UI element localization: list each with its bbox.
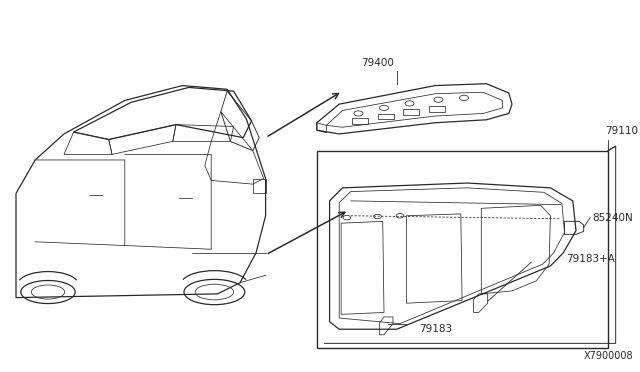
Text: X7900008: X7900008: [584, 351, 634, 361]
Text: 79400: 79400: [361, 58, 394, 68]
Text: 79110: 79110: [605, 126, 638, 136]
Text: 79183: 79183: [419, 324, 452, 334]
Text: 85240N: 85240N: [592, 213, 633, 222]
Text: 79183+A: 79183+A: [566, 254, 615, 263]
